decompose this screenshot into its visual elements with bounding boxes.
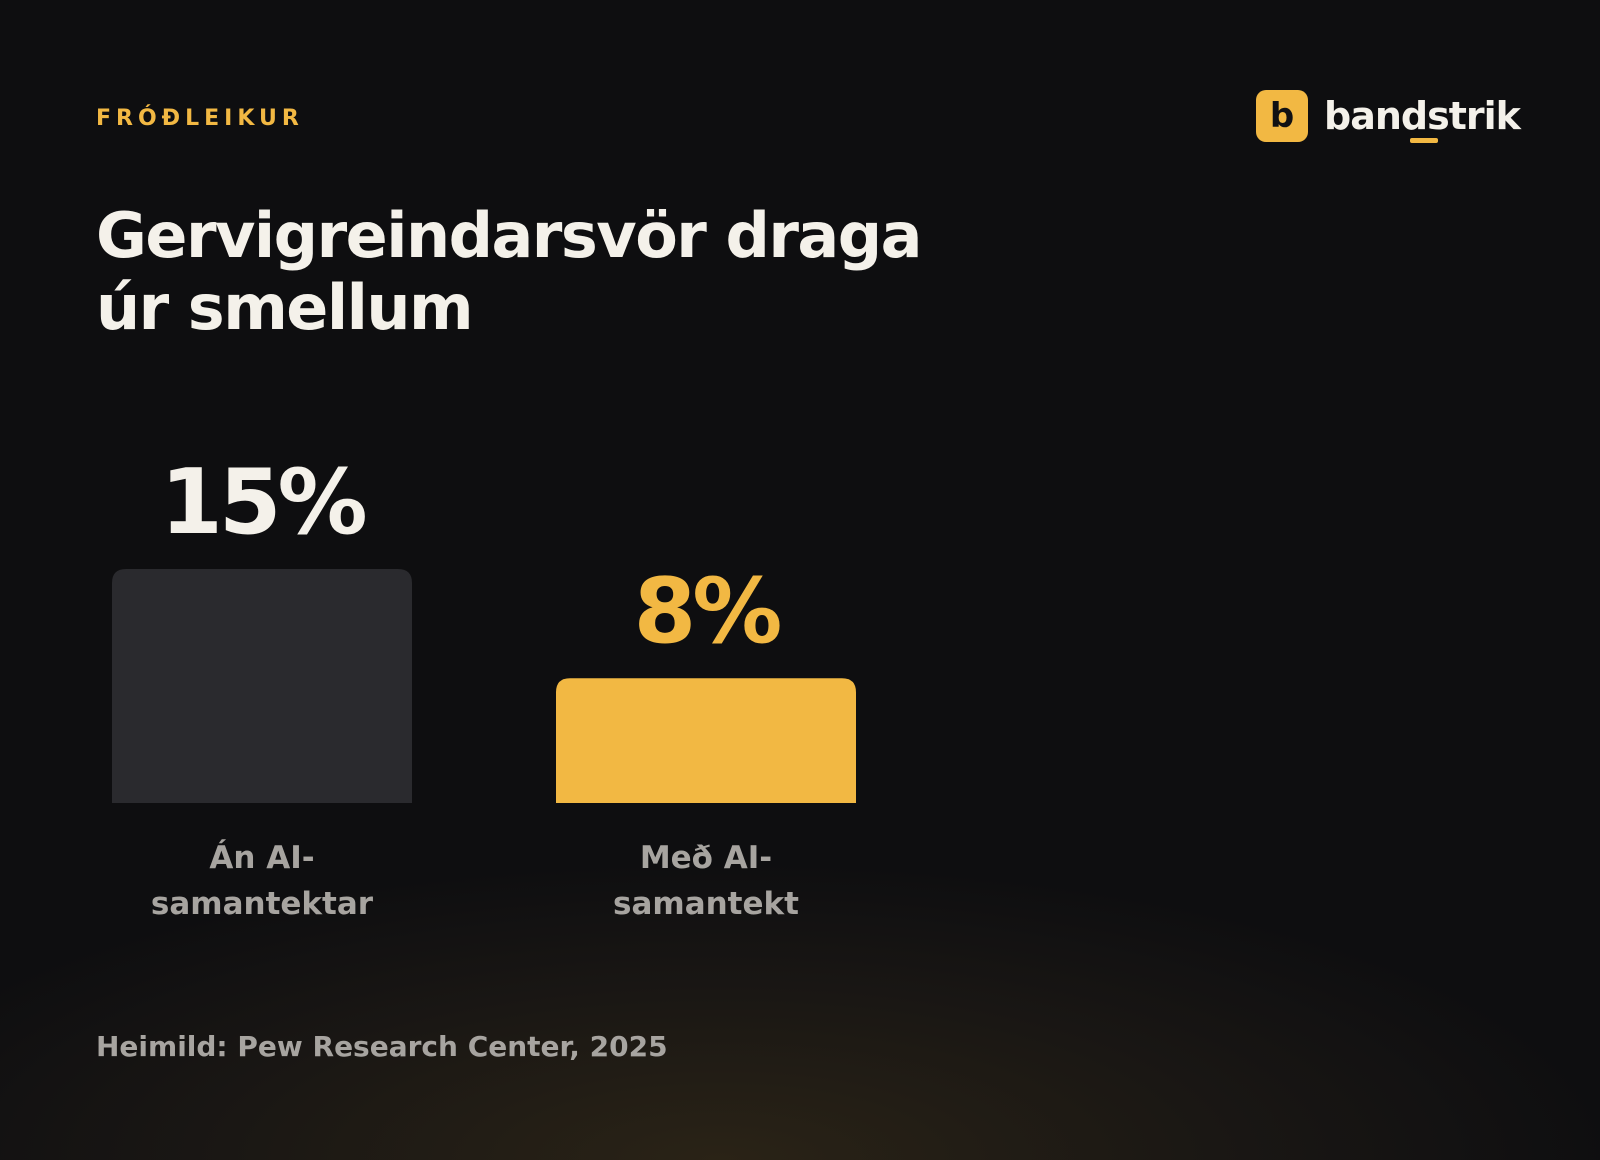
brand-mark-icon: b xyxy=(1256,90,1308,142)
category-label-1: Án AI-samantektar xyxy=(151,840,374,922)
value-label-2: 8% xyxy=(634,559,781,664)
source-note: Heimild: Pew Research Center, 2025 xyxy=(96,1030,668,1063)
brand-logo[interactable]: b bandstrik xyxy=(1256,90,1521,142)
bar-1 xyxy=(112,569,412,803)
page-title: Gervigreindarsvör draga úr smellum xyxy=(96,199,922,344)
brand-name: bandstrik xyxy=(1324,94,1521,138)
category-label-2: Með AI-samantekt xyxy=(613,840,799,922)
brand-underline xyxy=(1410,138,1438,143)
eyebrow-label: FRÓÐLEIKUR xyxy=(96,106,304,131)
bar-2 xyxy=(556,678,856,803)
value-label-1: 15% xyxy=(160,450,365,555)
